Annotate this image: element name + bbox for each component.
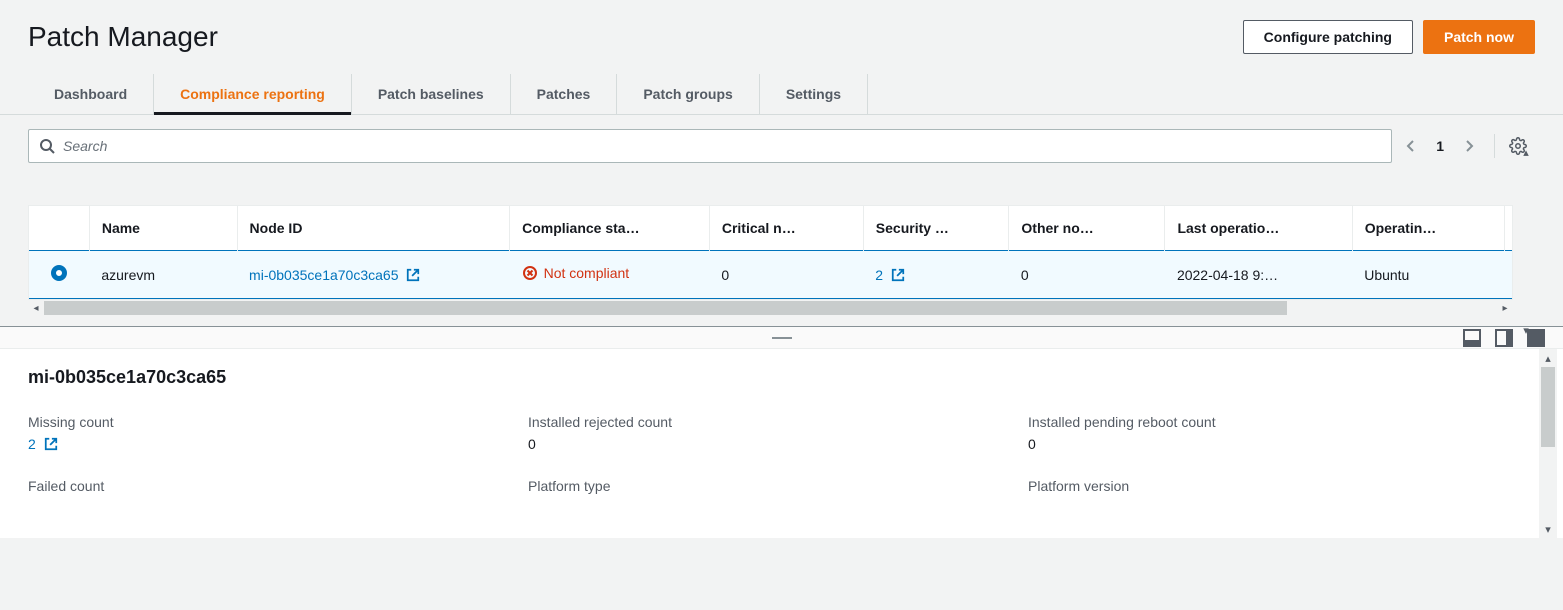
node-id-link[interactable]: mi-0b035ce1a70c3ca65 [249, 267, 420, 283]
page-title: Patch Manager [28, 21, 218, 53]
node-id-text: mi-0b035ce1a70c3ca65 [249, 267, 398, 283]
error-icon [522, 265, 538, 281]
external-link-icon [44, 437, 58, 451]
search-input[interactable] [63, 138, 1381, 154]
col-node-id[interactable]: Node ID [237, 206, 510, 251]
col-select [29, 206, 89, 251]
details-vertical-scroll[interactable]: ▴ ▾ [1539, 349, 1557, 538]
row-security-cell: 2 [863, 251, 1009, 299]
not-compliant-status: Not compliant [522, 265, 630, 281]
tab-patch-groups[interactable]: Patch groups [617, 74, 759, 114]
row-compliance-cell: Not compliant [510, 251, 710, 299]
pager-page-number: 1 [1426, 138, 1454, 154]
row-baseline[interactable]: pb [1504, 251, 1513, 299]
compliance-panel: ▴ ▾ 1 [0, 129, 1563, 316]
compliance-text: Not compliant [544, 265, 630, 281]
configure-patching-button[interactable]: Configure patching [1243, 20, 1413, 54]
search-icon [39, 138, 55, 154]
row-node-id-cell: mi-0b035ce1a70c3ca65 [237, 251, 510, 299]
external-link-icon [891, 268, 905, 282]
tab-compliance-reporting[interactable]: Compliance reporting [154, 74, 352, 114]
col-compliance-status[interactable]: Compliance sta… [510, 206, 710, 251]
tab-dashboard[interactable]: Dashboard [28, 74, 154, 114]
detail-value: 0 [528, 436, 1008, 452]
detail-failed-count: Failed count [28, 478, 508, 500]
search-row: 1 [28, 129, 1535, 163]
col-baseline[interactable]: Ba [1504, 206, 1513, 251]
compliance-table: Name Node ID Compliance sta… Critical n…… [29, 206, 1513, 299]
tabs: Dashboard Compliance reporting Patch bas… [0, 74, 1563, 115]
details-grid: Missing count 2 Installed rejected count… [28, 414, 1508, 500]
detail-label: Failed count [28, 478, 508, 494]
split-handle[interactable] [0, 326, 1563, 348]
row-last-operation: 2022-04-18 9:… [1165, 251, 1352, 299]
compliance-table-wrap: Name Node ID Compliance sta… Critical n…… [28, 205, 1513, 300]
scroll-right-icon[interactable]: ▸ [1497, 300, 1513, 316]
horizontal-scrollbar[interactable]: ◂ ▸ [28, 300, 1513, 316]
table-header-row: Name Node ID Compliance sta… Critical n…… [29, 206, 1513, 251]
panel-side-icon[interactable] [1495, 329, 1513, 347]
detail-value-cell: 2 [28, 436, 508, 452]
search-box [28, 129, 1392, 163]
scroll-down-icon[interactable]: ▾ [1539, 520, 1557, 538]
row-select-cell[interactable] [29, 251, 89, 299]
detail-label: Installed rejected count [528, 414, 1008, 430]
panel-bottom-icon[interactable] [1463, 329, 1481, 347]
scroll-up-icon[interactable]: ▴ [1517, 143, 1535, 161]
pager: 1 [1392, 129, 1488, 163]
tab-patch-baselines[interactable]: Patch baselines [352, 74, 511, 114]
upper-vertical-scroll[interactable]: ▴ ▾ [1517, 143, 1535, 339]
col-last-operation[interactable]: Last operatio… [1165, 206, 1352, 251]
row-name: azurevm [89, 251, 237, 299]
detail-installed-rejected: Installed rejected count 0 [528, 414, 1008, 452]
security-count-text: 2 [875, 267, 883, 283]
pager-next-button[interactable] [1454, 131, 1484, 161]
scroll-thumb[interactable] [1541, 367, 1555, 447]
detail-label: Platform type [528, 478, 1008, 494]
detail-platform-version: Platform version [1028, 478, 1508, 500]
table-row[interactable]: azurevm mi-0b035ce1a70c3ca65 [29, 251, 1513, 299]
missing-count-text: 2 [28, 436, 36, 452]
col-security-noncompliant[interactable]: Security … [863, 206, 1009, 251]
row-other: 0 [1009, 251, 1165, 299]
detail-installed-pending: Installed pending reboot count 0 [1028, 414, 1508, 452]
col-name[interactable]: Name [89, 206, 237, 251]
col-operating-system[interactable]: Operatin… [1352, 206, 1504, 251]
detail-label: Missing count [28, 414, 508, 430]
scroll-track[interactable] [44, 301, 1497, 315]
security-count-link[interactable]: 2 [875, 267, 905, 283]
detail-label: Platform version [1028, 478, 1508, 494]
detail-missing-count: Missing count 2 [28, 414, 508, 452]
detail-label: Installed pending reboot count [1028, 414, 1508, 430]
divider [1494, 134, 1495, 158]
tab-patches[interactable]: Patches [511, 74, 618, 114]
row-critical: 0 [709, 251, 863, 299]
scroll-down-icon[interactable]: ▾ [1517, 321, 1535, 339]
col-critical-noncompliant[interactable]: Critical n… [709, 206, 863, 251]
radio-selected-icon[interactable] [51, 265, 67, 281]
detail-value: 0 [1028, 436, 1508, 452]
page-header: Patch Manager Configure patching Patch n… [0, 0, 1563, 66]
col-other-noncompliant[interactable]: Other no… [1009, 206, 1165, 251]
details-title: mi-0b035ce1a70c3ca65 [28, 367, 1535, 388]
detail-platform-type: Platform type [528, 478, 1008, 500]
patch-now-button[interactable]: Patch now [1423, 20, 1535, 54]
header-actions: Configure patching Patch now [1243, 20, 1535, 54]
scroll-left-icon[interactable]: ◂ [28, 300, 44, 316]
row-operating-system: Ubuntu [1352, 251, 1504, 299]
external-link-icon [406, 268, 420, 282]
scroll-track-gap [1287, 301, 1497, 315]
pager-prev-button[interactable] [1396, 131, 1426, 161]
grip-icon [772, 337, 792, 339]
tab-settings[interactable]: Settings [760, 74, 868, 114]
details-panel: mi-0b035ce1a70c3ca65 Missing count 2 Ins… [0, 348, 1563, 538]
missing-count-link[interactable]: 2 [28, 436, 58, 452]
scroll-up-icon[interactable]: ▴ [1539, 349, 1557, 367]
